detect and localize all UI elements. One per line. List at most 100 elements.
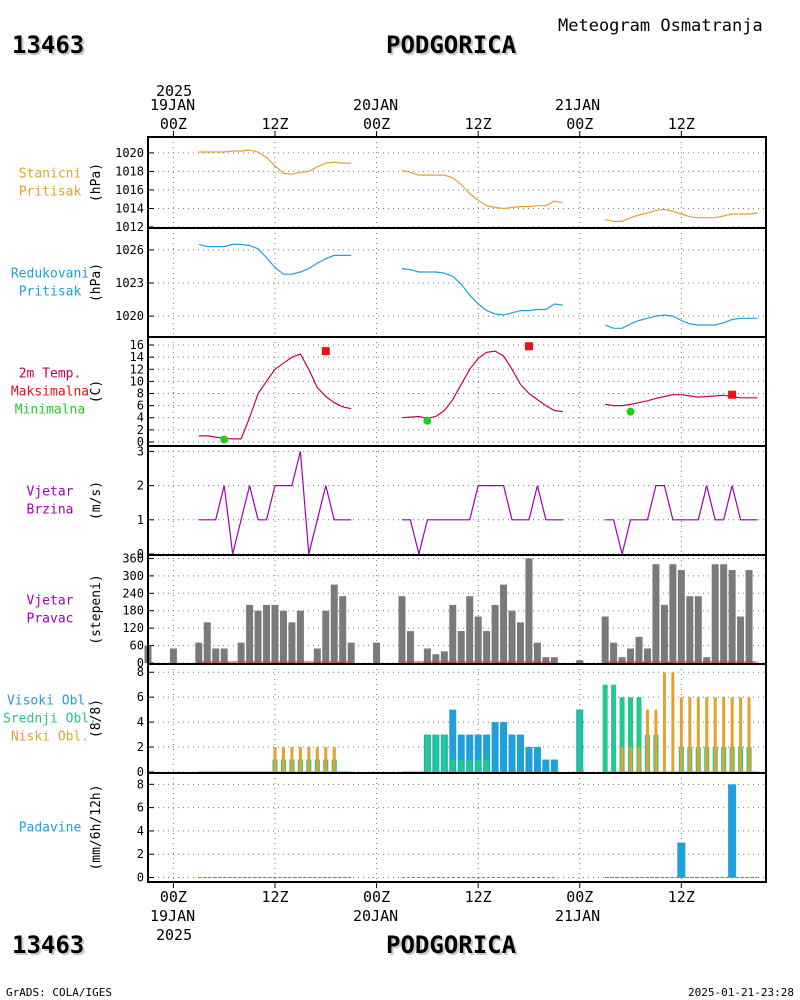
cloud-bar-low — [629, 747, 633, 772]
panel-label: Pravac — [27, 612, 74, 627]
tmin-marker — [626, 407, 635, 416]
wind-direction-bar — [322, 610, 330, 663]
series-line — [198, 451, 352, 555]
y-tick-label: 0 — [137, 765, 144, 779]
series-line — [401, 169, 563, 210]
y-tick-label: 2 — [137, 847, 144, 861]
wind-direction-bar — [220, 648, 228, 663]
y-tick-label: 1012 — [115, 220, 144, 234]
day-label-top-1: 19JAN — [150, 96, 195, 114]
cloud-bar-low — [645, 709, 649, 772]
tmax-marker — [321, 347, 330, 356]
panel-label: 2m Temp. — [19, 367, 82, 382]
year-label-top: 2025 — [156, 82, 192, 100]
year-label-bottom: 2025 — [156, 926, 192, 944]
day-label-top-3: 21JAN — [555, 96, 600, 114]
cloud-bar-mid — [467, 759, 473, 772]
wind-direction-bar — [525, 558, 533, 663]
wind-direction-bar — [271, 604, 279, 663]
cloud-bar-mid — [636, 697, 642, 772]
cloud-bar-low — [696, 697, 700, 772]
y-tick-label: 4 — [137, 824, 144, 838]
station-name-bottom-shadow: PODGORICA — [388, 933, 519, 961]
wind-direction-bar — [550, 657, 558, 663]
wind-direction-bar — [635, 636, 643, 663]
cloud-bar-low — [281, 747, 285, 772]
y-tick-label: 8 — [137, 387, 144, 401]
panel-label: Pritisak — [19, 285, 82, 300]
wind-direction-bar — [279, 610, 287, 663]
y-tick-label: 1026 — [115, 243, 144, 257]
tmax-marker — [728, 390, 737, 399]
y-tick-label: 1014 — [115, 201, 144, 215]
cloud-bar-high — [550, 759, 558, 772]
series-line — [605, 485, 758, 555]
time-tick-label-bottom: 12Z — [668, 888, 695, 906]
wind-direction-bar — [212, 648, 220, 663]
series-line — [402, 485, 563, 555]
y-axis-label: (hPa) — [89, 263, 104, 302]
y-tick-label: 14 — [130, 350, 144, 364]
panel-label: Padavine — [19, 821, 82, 836]
wind-direction-bar — [745, 570, 753, 663]
y-tick-label: 10 — [130, 374, 144, 388]
wind-direction-bar — [406, 631, 414, 663]
cloud-bar-low — [307, 747, 311, 772]
y-tick-label: 2 — [137, 740, 144, 754]
time-tick-label-top: 00Z — [160, 115, 187, 133]
station-id-top-shadow: 13463 — [14, 33, 86, 61]
wind-direction-bar — [449, 604, 457, 663]
time-tick-label-bottom: 00Z — [363, 888, 390, 906]
wind-direction-bar — [474, 616, 482, 663]
cloud-bar-low — [298, 747, 302, 772]
cloud-bar-high — [516, 734, 524, 772]
y-tick-label: 240 — [122, 586, 144, 600]
cloud-bar-low — [324, 747, 328, 772]
time-tick-label-bottom: 12Z — [465, 888, 492, 906]
timestamp-text: 2025-01-21-23:28 — [688, 986, 794, 999]
wind-direction-bar — [677, 570, 685, 663]
panel-label: Redukovani — [11, 267, 89, 282]
day-label-bottom-3: 21JAN — [555, 907, 600, 925]
day-label-bottom-1: 19JAN — [150, 907, 195, 925]
cloud-bar-low — [739, 697, 743, 772]
cloud-bar-high — [525, 747, 533, 772]
y-tick-label: 16 — [130, 338, 144, 352]
y-tick-label: 0 — [137, 547, 144, 561]
time-tick-label-top: 12Z — [465, 115, 492, 133]
wind-direction-bar — [500, 584, 508, 663]
precipitation-bar — [677, 842, 686, 878]
panel-label: Pritisak — [19, 185, 82, 200]
wind-direction-bar — [313, 648, 321, 663]
wind-direction-bar — [491, 604, 499, 663]
wind-direction-bar — [686, 596, 694, 663]
cloud-bar-high — [474, 734, 482, 772]
y-tick-label: 1 — [137, 513, 144, 527]
wind-direction-bar — [737, 616, 745, 663]
cloud-bar-mid — [424, 734, 430, 772]
tmin-marker — [220, 435, 229, 444]
wind-direction-bar — [203, 622, 211, 663]
y-axis-label: (mm/6h/12h) — [89, 784, 104, 870]
panel-label: Maksimalna — [11, 385, 89, 400]
wind-direction-bar — [576, 660, 584, 663]
cloud-bar-high — [483, 734, 491, 772]
time-tick-label-top: 12Z — [261, 115, 288, 133]
time-tick-label-top: 12Z — [668, 115, 695, 133]
y-tick-label: 2 — [137, 479, 144, 493]
panel-label: Brzina — [27, 503, 74, 518]
panel-frame — [147, 772, 767, 883]
wind-direction-bar — [423, 648, 431, 663]
cloud-bar-high — [457, 734, 465, 772]
cloud-bar-mid — [433, 734, 439, 772]
y-tick-label: 4 — [137, 411, 144, 425]
day-label-top-2: 20JAN — [353, 96, 398, 114]
wind-direction-bar — [330, 584, 338, 663]
time-tick-label-top: 00Z — [363, 115, 390, 133]
cloud-bar-low — [332, 747, 336, 772]
wind-direction-bar — [263, 604, 271, 663]
wind-direction-bar — [660, 604, 668, 663]
panel-label: Vjetar — [27, 485, 74, 500]
wind-direction-bar — [483, 631, 491, 663]
